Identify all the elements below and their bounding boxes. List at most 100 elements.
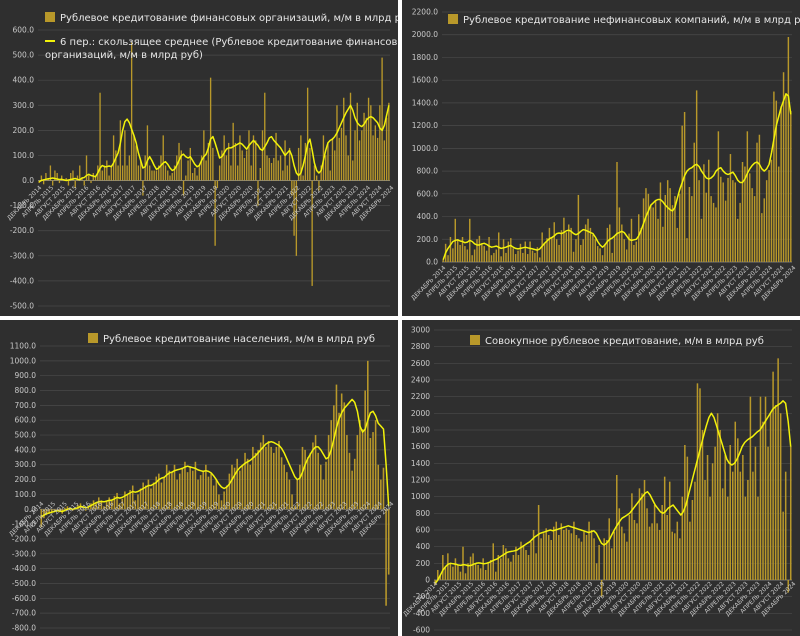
bar: [103, 506, 105, 510]
y-tick-label: 2000: [411, 409, 430, 418]
bar: [600, 580, 603, 597]
bar: [212, 485, 215, 510]
bar: [87, 506, 90, 510]
bar: [142, 180, 144, 196]
bar: [367, 360, 369, 510]
bar: [58, 180, 61, 184]
bar: [454, 558, 457, 580]
bar: [202, 470, 205, 510]
bar: [510, 238, 512, 262]
bar: [145, 485, 147, 510]
bar: [81, 178, 83, 181]
bar: [651, 523, 653, 580]
bar: [76, 175, 79, 181]
bar: [621, 526, 623, 580]
bar: [354, 130, 356, 181]
bar: [551, 237, 553, 262]
bar: [288, 479, 291, 510]
bar: [584, 224, 587, 262]
bar: [613, 235, 616, 262]
bar: [512, 555, 515, 580]
bar: [709, 496, 711, 580]
bar: [233, 467, 236, 510]
y-tick-label: 1100.0: [10, 342, 36, 351]
bar: [374, 125, 377, 181]
bar: [189, 466, 191, 510]
bar: [631, 493, 633, 580]
bar: [764, 396, 767, 580]
bar: [608, 518, 610, 580]
chart-panel-nonfinancial-companies: 0.0 200.0 400.0 600.0 800.0 1000.0 1200.0 1400.…: [402, 0, 800, 316]
bar: [648, 526, 651, 580]
bar: [599, 248, 601, 262]
bar: [734, 421, 737, 580]
bar: [565, 232, 568, 262]
bar: [380, 479, 382, 510]
bar: [184, 461, 186, 510]
bar: [701, 430, 704, 580]
bar: [507, 558, 510, 580]
bar: [684, 445, 686, 580]
bar: [363, 112, 365, 181]
bar: [478, 235, 481, 262]
y-tick-label: -100.0: [10, 201, 34, 210]
bar: [671, 531, 674, 580]
bar: [160, 482, 163, 510]
y-tick-label: 500.0: [15, 431, 37, 440]
bar: [216, 180, 219, 189]
bar: [83, 180, 85, 186]
bar: [379, 105, 381, 181]
bar: [744, 166, 746, 262]
y-tick-label: 1400.0: [412, 98, 438, 107]
bar: [588, 521, 590, 580]
y-tick-label: 1000: [411, 492, 430, 501]
bar: [635, 241, 638, 262]
bar: [530, 541, 532, 580]
bar: [719, 430, 721, 580]
bar: [510, 561, 512, 580]
bar: [345, 135, 347, 181]
bar: [770, 159, 773, 262]
bar: [270, 446, 272, 510]
bar: [322, 479, 325, 510]
bar: [133, 135, 135, 181]
bar: [207, 476, 210, 510]
bar: [338, 137, 340, 181]
bar: [751, 188, 753, 262]
bar: [543, 242, 546, 262]
bar: [505, 252, 507, 262]
bar: [517, 555, 520, 580]
bar: [336, 105, 338, 181]
bar: [640, 227, 642, 262]
bar: [621, 224, 623, 262]
bar: [742, 455, 744, 580]
bar: [703, 164, 705, 262]
bar: [691, 500, 694, 580]
bar: [388, 102, 390, 181]
bar: [452, 248, 454, 262]
bar: [481, 243, 483, 262]
bar: [601, 255, 604, 262]
bar: [99, 92, 101, 181]
bar: [558, 244, 560, 262]
bar: [200, 155, 203, 181]
bar: [137, 494, 139, 510]
bar: [74, 180, 76, 189]
bar: [231, 464, 233, 510]
bar: [641, 493, 643, 580]
y-tick-label: 1200: [411, 476, 430, 485]
bar: [383, 140, 386, 181]
y-tick-label: -400.0: [12, 564, 36, 573]
bar: [257, 180, 259, 206]
bar: [364, 390, 366, 510]
bar: [286, 472, 288, 510]
bar: [205, 464, 207, 510]
bar: [497, 555, 500, 580]
bar: [606, 227, 609, 262]
bar: [304, 449, 306, 510]
moving-average-line: [434, 400, 792, 584]
bar: [462, 546, 464, 580]
bar: [387, 509, 390, 575]
bar: [225, 155, 228, 181]
y-tick-label: 500.0: [13, 51, 35, 60]
